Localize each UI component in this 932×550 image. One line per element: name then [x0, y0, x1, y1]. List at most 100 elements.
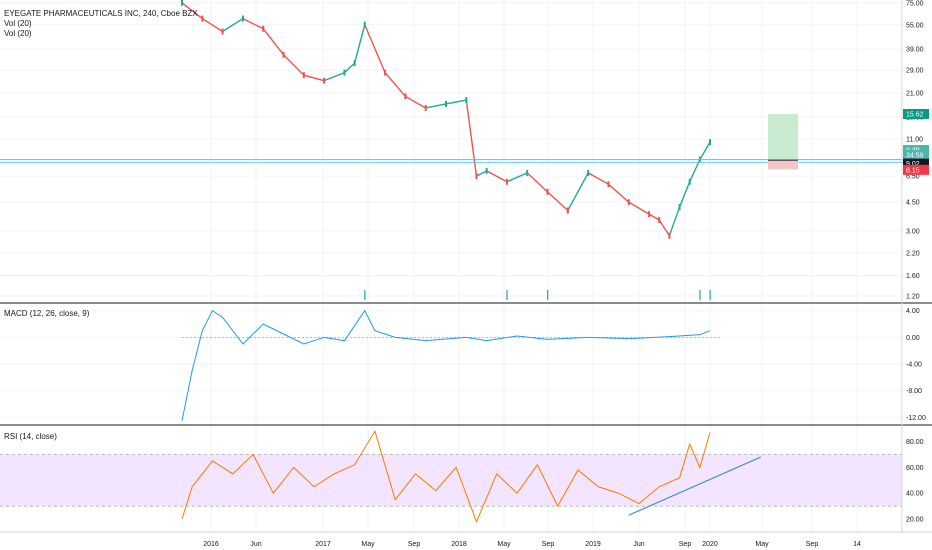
price-candle [221, 28, 224, 35]
macd-tick-label: 4.00 [906, 308, 920, 315]
symbol-title[interactable]: EYEGATE PHARMACEUTICALS INC, 240, Cboe B… [4, 9, 198, 18]
price-candle [648, 211, 651, 218]
x-tick-label: 2020 [702, 541, 718, 548]
price-candle [262, 25, 265, 32]
macd-line [181, 309, 711, 421]
long-position-profit-zone[interactable] [768, 113, 798, 161]
price-tick-label: 2.20 [906, 250, 920, 257]
price-candle [282, 51, 285, 58]
price-tag [903, 108, 929, 119]
x-tick-label: 14 [853, 541, 861, 548]
price-panel-legend: EYEGATE PHARMACEUTICALS INC, 240, Cboe B… [4, 9, 198, 39]
price-candle [384, 69, 387, 76]
price-segment [567, 172, 589, 211]
price-segment [384, 72, 406, 97]
x-tick-label: 2016 [203, 541, 219, 548]
volume-bar [547, 290, 549, 300]
volume-bar [364, 290, 366, 300]
price-segment [699, 141, 711, 160]
price-candle [475, 173, 478, 180]
rsi-trendline[interactable] [628, 456, 762, 516]
volume-bar [699, 290, 701, 300]
grid-layer [0, 0, 902, 532]
price-candle [181, 0, 183, 6]
x-tick-label: Sep [679, 541, 692, 548]
price-tick-label: 21.00 [906, 90, 924, 97]
series-layer [181, 0, 720, 524]
rsi-legend: RSI (14, close) [4, 432, 57, 442]
price-candle [678, 204, 681, 211]
price-candle [607, 181, 610, 188]
macd-tick-label: 0.00 [906, 335, 920, 342]
x-tick-label: May [361, 541, 375, 548]
volume-bar [506, 290, 508, 300]
x-tick-label: 2017 [315, 541, 331, 548]
price-segment [526, 172, 549, 193]
price-segment [689, 159, 701, 183]
price-candle [363, 21, 366, 28]
price-segment [465, 99, 478, 177]
rsi-tick-label: 20.00 [906, 517, 924, 524]
price-candle [505, 178, 508, 185]
x-tick-label: May [755, 541, 769, 548]
price-segment [678, 181, 691, 208]
price-segment [201, 18, 223, 33]
price-segment [607, 183, 630, 203]
price-tick-label: 1.20 [906, 293, 920, 300]
x-tick-label: May [497, 541, 511, 548]
price-candle [546, 188, 549, 195]
price-segment [668, 206, 681, 237]
x-tick-label: 2018 [451, 541, 467, 548]
price-candle [445, 100, 447, 107]
price-segment [445, 99, 467, 105]
price-segment [486, 170, 508, 183]
price-candle [566, 207, 569, 214]
long-position-loss-zone[interactable] [768, 160, 798, 170]
x-tick-label: Jun [633, 541, 644, 548]
price-segment [323, 71, 345, 82]
price-candle [404, 93, 407, 100]
price-segment [283, 54, 305, 76]
price-tag-label: 34:59 [906, 153, 924, 160]
volume-indicator-label-2[interactable]: Vol (20) [4, 29, 32, 38]
price-candle [587, 169, 590, 176]
rsi-tick-label: 40.00 [906, 491, 924, 498]
price-segment [658, 219, 670, 237]
price-segment [262, 28, 285, 56]
rsi-line [181, 429, 711, 524]
price-tick-label: 29.00 [906, 68, 924, 75]
price-candle [424, 104, 427, 111]
price-tag-label: 8.15 [906, 167, 920, 174]
price-segment [181, 2, 203, 20]
price-candle [526, 169, 529, 176]
macd-tick-label: -12.00 [906, 415, 926, 422]
rsi-overbought-oversold-band [0, 454, 902, 507]
rsi-title[interactable]: RSI (14, close) [4, 432, 57, 441]
macd-title[interactable]: MACD (12, 26, close, 9) [4, 309, 90, 318]
price-tick-label: 39.00 [906, 47, 924, 54]
rsi-tick-label: 60.00 [906, 465, 924, 472]
price-tag [903, 145, 929, 156]
x-tick-label: Sep [542, 541, 555, 548]
volume-indicator-label[interactable]: Vol (20) [4, 19, 32, 28]
price-candle [465, 97, 468, 104]
macd-tick-label: -8.00 [906, 388, 922, 395]
price-candle [343, 69, 346, 76]
price-candle [302, 72, 305, 79]
volume-bar [709, 290, 711, 300]
price-candle [241, 15, 244, 22]
price-candle [353, 60, 356, 67]
macd-legend: MACD (12, 26, close, 9) [4, 309, 89, 319]
x-tick-label: Sep [806, 541, 819, 548]
price-segment [353, 24, 366, 64]
price-segment [222, 18, 244, 33]
price-segment [343, 62, 356, 74]
price-segment [506, 172, 528, 183]
price-tag [903, 150, 929, 161]
price-tick-label: 3.00 [906, 228, 920, 235]
price-segment [648, 213, 660, 221]
price-segment [476, 170, 487, 177]
price-tick-label: 1.60 [906, 273, 920, 280]
